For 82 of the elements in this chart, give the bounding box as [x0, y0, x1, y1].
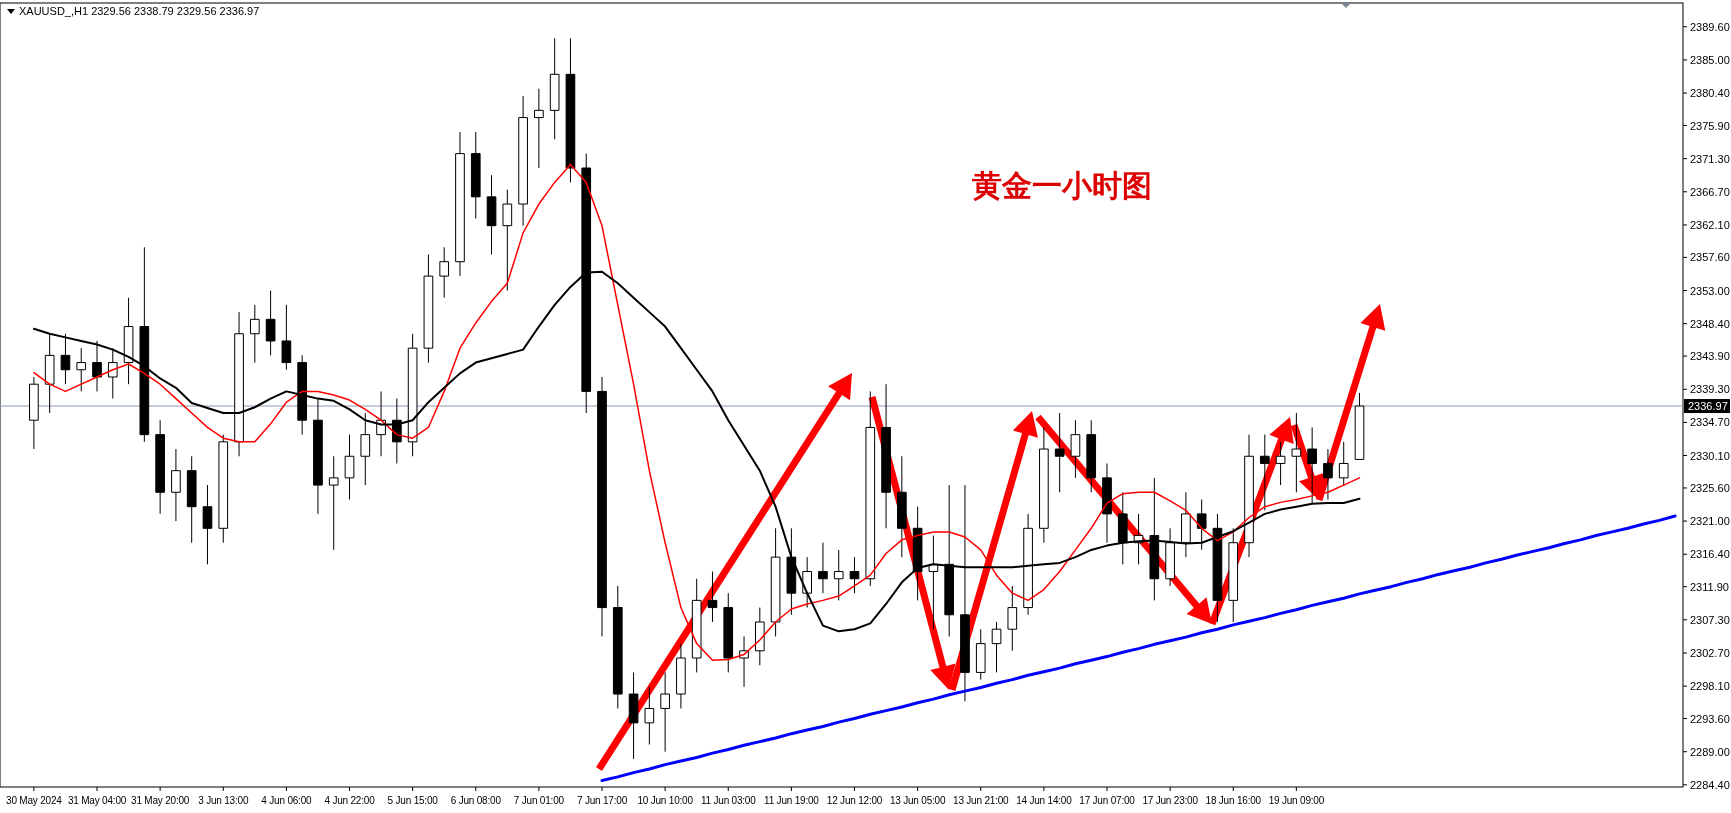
- x-tick-label: 19 Jun 09:00: [1268, 795, 1325, 806]
- x-tick-label: 17 Jun 23:00: [1142, 795, 1199, 806]
- x-tick-label: 10 Jun 10:00: [637, 795, 694, 806]
- candlestick: [265, 290, 276, 356]
- x-tick-label: 30 May 2024: [6, 795, 63, 806]
- candlestick: [707, 571, 718, 623]
- x-tick-label: 4 Jun 06:00: [261, 795, 313, 806]
- y-tick-label: 2293.60: [1690, 712, 1730, 725]
- y-tick-label: 2375.90: [1690, 119, 1730, 132]
- candlestick: [60, 333, 71, 385]
- y-tick-label: 2321.00: [1690, 515, 1730, 528]
- candlestick: [502, 189, 513, 292]
- candlestick: [818, 542, 828, 594]
- candlestick: [991, 621, 1002, 673]
- line-series: [600, 514, 1677, 783]
- candlestick: [534, 88, 544, 169]
- x-tick-label: 31 May 20:00: [131, 795, 190, 806]
- candlestick: [644, 686, 655, 745]
- x-tick-label: 6 Jun 08:00: [450, 795, 502, 806]
- x-tick-label: 13 Jun 05:00: [889, 795, 946, 806]
- y-tick-label: 2311.90: [1690, 580, 1729, 593]
- y-tick-label: 2371.30: [1690, 152, 1730, 165]
- candlestick: [328, 455, 339, 551]
- candlestick: [1291, 412, 1302, 493]
- x-tick-label: 11 Jun 03:00: [700, 795, 757, 806]
- candlestick: [439, 246, 450, 299]
- y-tick-label: 2343.90: [1690, 350, 1730, 363]
- candlestick: [833, 549, 844, 601]
- candlestick: [1307, 426, 1317, 504]
- candlestick: [249, 304, 260, 364]
- x-tick-label: 31 May 04:00: [67, 795, 127, 806]
- candlestick: [92, 340, 102, 392]
- x-tick-label: 11 Jun 19:00: [764, 795, 820, 806]
- x-tick-label: 12 Jun 12:00: [826, 795, 883, 806]
- y-tick-label: 2348.40: [1690, 317, 1730, 330]
- x-tick-label: 4 Jun 22:00: [324, 795, 376, 806]
- candlestick: [1007, 585, 1018, 652]
- candlestick: [171, 448, 181, 522]
- x-tick-label: 7 Jun 01:00: [513, 795, 565, 806]
- candlestick: [849, 556, 860, 594]
- y-tick-label: 2284.40: [1690, 778, 1730, 791]
- candlestick: [802, 556, 812, 609]
- y-tick-label: 2289.00: [1690, 745, 1730, 758]
- y-tick-label: 2325.60: [1690, 481, 1730, 494]
- chart-title: XAUUSD_,H1 2329.56 2338.79 2329.56 2336.97: [19, 5, 260, 17]
- y-tick-label: 2357.60: [1690, 251, 1730, 264]
- candlestick: [1338, 441, 1349, 486]
- candlestick: [1275, 441, 1286, 486]
- candlestick: [76, 347, 87, 392]
- candlestick: [344, 434, 355, 500]
- candlestick: [281, 304, 292, 371]
- y-tick-label: 2385.00: [1690, 53, 1730, 66]
- candlestick: [1054, 412, 1065, 493]
- ref-line-label: 2336.97: [1688, 400, 1728, 413]
- y-tick-label: 2380.40: [1690, 87, 1730, 100]
- x-tick-label: 17 Jun 07:00: [1079, 795, 1136, 806]
- x-tick-label: 14 Jun 14:00: [1016, 795, 1073, 806]
- y-tick-label: 2334.70: [1690, 416, 1730, 429]
- y-tick-label: 2389.60: [1690, 20, 1730, 33]
- x-tick-label: 13 Jun 21:00: [953, 795, 1010, 806]
- y-tick-label: 2302.70: [1690, 646, 1730, 659]
- candlestick: [1196, 498, 1207, 551]
- y-tick-label: 2298.10: [1690, 680, 1730, 693]
- x-tick-label: 18 Jun 16:00: [1205, 795, 1262, 806]
- y-tick-label: 2339.30: [1690, 383, 1730, 396]
- y-tick-label: 2307.30: [1690, 613, 1730, 626]
- line-series: [33, 163, 1361, 661]
- y-tick-label: 2316.40: [1690, 548, 1730, 561]
- x-tick-label: 5 Jun 15:00: [387, 795, 439, 806]
- x-tick-label: 7 Jun 17:00: [576, 795, 628, 806]
- y-tick-label: 2330.10: [1690, 449, 1730, 462]
- y-tick-label: 2366.70: [1690, 185, 1730, 198]
- annotation: 黄金一小时图: [972, 169, 1152, 202]
- candlestick: [660, 671, 670, 753]
- candlestick: [360, 412, 371, 486]
- candlestick: [202, 484, 213, 565]
- y-tick-label: 2353.00: [1690, 284, 1730, 297]
- x-tick-label: 3 Jun 13:00: [198, 795, 249, 806]
- candlestick: [1070, 419, 1081, 479]
- candlestick: [1323, 448, 1333, 500]
- candlestick: [1259, 434, 1270, 511]
- y-tick-label: 2362.10: [1690, 218, 1730, 231]
